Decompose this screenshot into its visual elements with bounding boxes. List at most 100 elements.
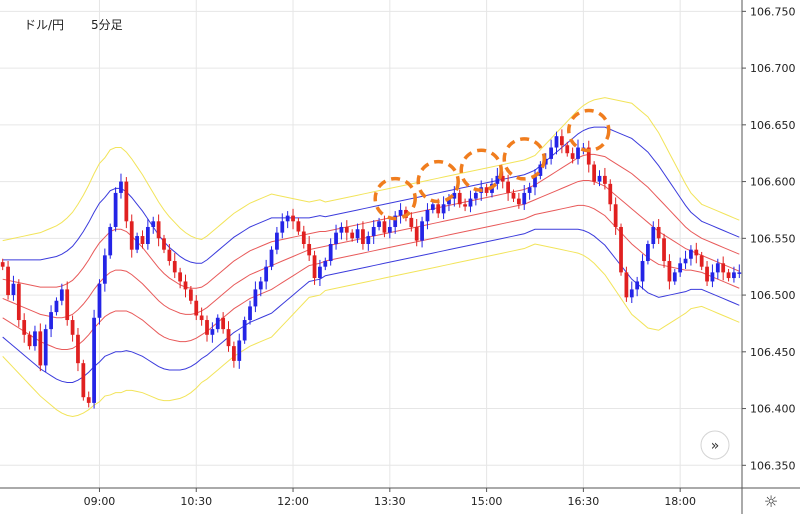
candle-body xyxy=(672,272,677,282)
candle xyxy=(393,211,398,234)
candle xyxy=(533,169,537,196)
candle-body xyxy=(597,175,602,182)
band-middle-line xyxy=(2,179,740,319)
candle-body xyxy=(565,145,570,154)
candle xyxy=(441,196,446,220)
candle xyxy=(430,200,435,214)
candle-body xyxy=(16,283,21,321)
candle-body xyxy=(570,153,575,159)
candle-body xyxy=(350,232,355,239)
band-upper-2sigma-line xyxy=(2,126,740,264)
candle-body xyxy=(43,329,48,366)
candle xyxy=(97,279,102,325)
candle xyxy=(409,212,414,232)
candle xyxy=(484,183,489,197)
candle xyxy=(339,222,344,240)
candle-body xyxy=(323,261,328,267)
candle xyxy=(683,250,688,269)
candle xyxy=(33,325,37,351)
candle xyxy=(205,315,209,342)
candles xyxy=(0,129,742,409)
candle-body xyxy=(242,320,247,341)
candle xyxy=(215,314,220,333)
candle xyxy=(129,214,134,258)
candle xyxy=(334,224,338,250)
highlight-circle xyxy=(416,159,460,204)
candle xyxy=(11,275,16,301)
candle xyxy=(135,232,139,254)
candle-body xyxy=(334,232,338,244)
time-tick-label: 10:30 xyxy=(180,495,212,508)
candle-body xyxy=(194,300,199,316)
candle xyxy=(361,221,365,250)
candle xyxy=(694,242,699,264)
settings-gear-icon[interactable]: ☼ xyxy=(764,492,778,511)
candle xyxy=(592,161,597,185)
candle xyxy=(167,244,172,266)
candle xyxy=(565,141,570,157)
candle-body xyxy=(646,244,650,262)
candle xyxy=(188,285,193,305)
candle xyxy=(710,264,715,288)
candle xyxy=(145,219,150,250)
candle-body xyxy=(619,226,623,273)
candle-body xyxy=(221,317,226,330)
band-upper-1sigma-line xyxy=(2,153,740,289)
candle xyxy=(318,259,322,286)
candle-body xyxy=(468,198,473,207)
candle xyxy=(554,131,559,155)
chart-title-timeframe: 5分足 xyxy=(91,18,123,32)
time-tick-label: 09:00 xyxy=(84,495,116,508)
price-axis-panel[interactable] xyxy=(742,0,800,514)
candle-body xyxy=(65,289,70,321)
candle xyxy=(38,323,43,372)
candle-body xyxy=(188,289,193,301)
candle-body xyxy=(457,192,462,205)
candle-body xyxy=(522,192,527,205)
candle-body xyxy=(420,221,424,241)
price-tick-label: 106.400 xyxy=(750,403,796,416)
candle-body xyxy=(689,249,693,259)
candle xyxy=(248,300,252,325)
candle xyxy=(22,313,27,343)
candle-body xyxy=(199,315,204,321)
candle-body xyxy=(92,317,96,403)
candle-body xyxy=(463,204,467,207)
candle-body xyxy=(694,249,699,256)
candle xyxy=(463,198,467,212)
candle xyxy=(559,129,564,154)
time-tick-label: 15:00 xyxy=(471,495,503,508)
price-tick-label: 106.500 xyxy=(750,289,796,302)
candle xyxy=(387,219,392,239)
candle-body xyxy=(425,209,430,222)
time-axis-panel[interactable] xyxy=(0,488,742,514)
candle-body xyxy=(248,306,252,321)
candle-body xyxy=(554,136,559,148)
candle xyxy=(468,190,473,213)
candle-body xyxy=(344,226,349,233)
candle xyxy=(124,177,129,229)
candle-body xyxy=(452,192,457,199)
candle-body xyxy=(538,164,543,176)
candle-body xyxy=(22,320,27,335)
chart-title-pair: ドル/円 xyxy=(24,18,64,32)
bollinger-bands xyxy=(2,97,740,418)
candle xyxy=(258,276,263,297)
candle-body xyxy=(441,204,446,214)
band-upper-3sigma-line xyxy=(2,97,740,242)
candle-body xyxy=(172,261,177,273)
candle-body xyxy=(140,236,145,244)
candle-body xyxy=(705,266,709,282)
candle xyxy=(656,219,661,244)
scroll-to-latest-button[interactable]: » xyxy=(700,430,730,460)
candle xyxy=(732,266,736,283)
candle xyxy=(689,245,693,266)
candle-body xyxy=(726,272,731,279)
candle-body xyxy=(393,215,398,227)
candle-body xyxy=(237,340,242,361)
candle xyxy=(49,305,53,338)
candle-body xyxy=(151,221,156,227)
candle xyxy=(629,281,634,304)
